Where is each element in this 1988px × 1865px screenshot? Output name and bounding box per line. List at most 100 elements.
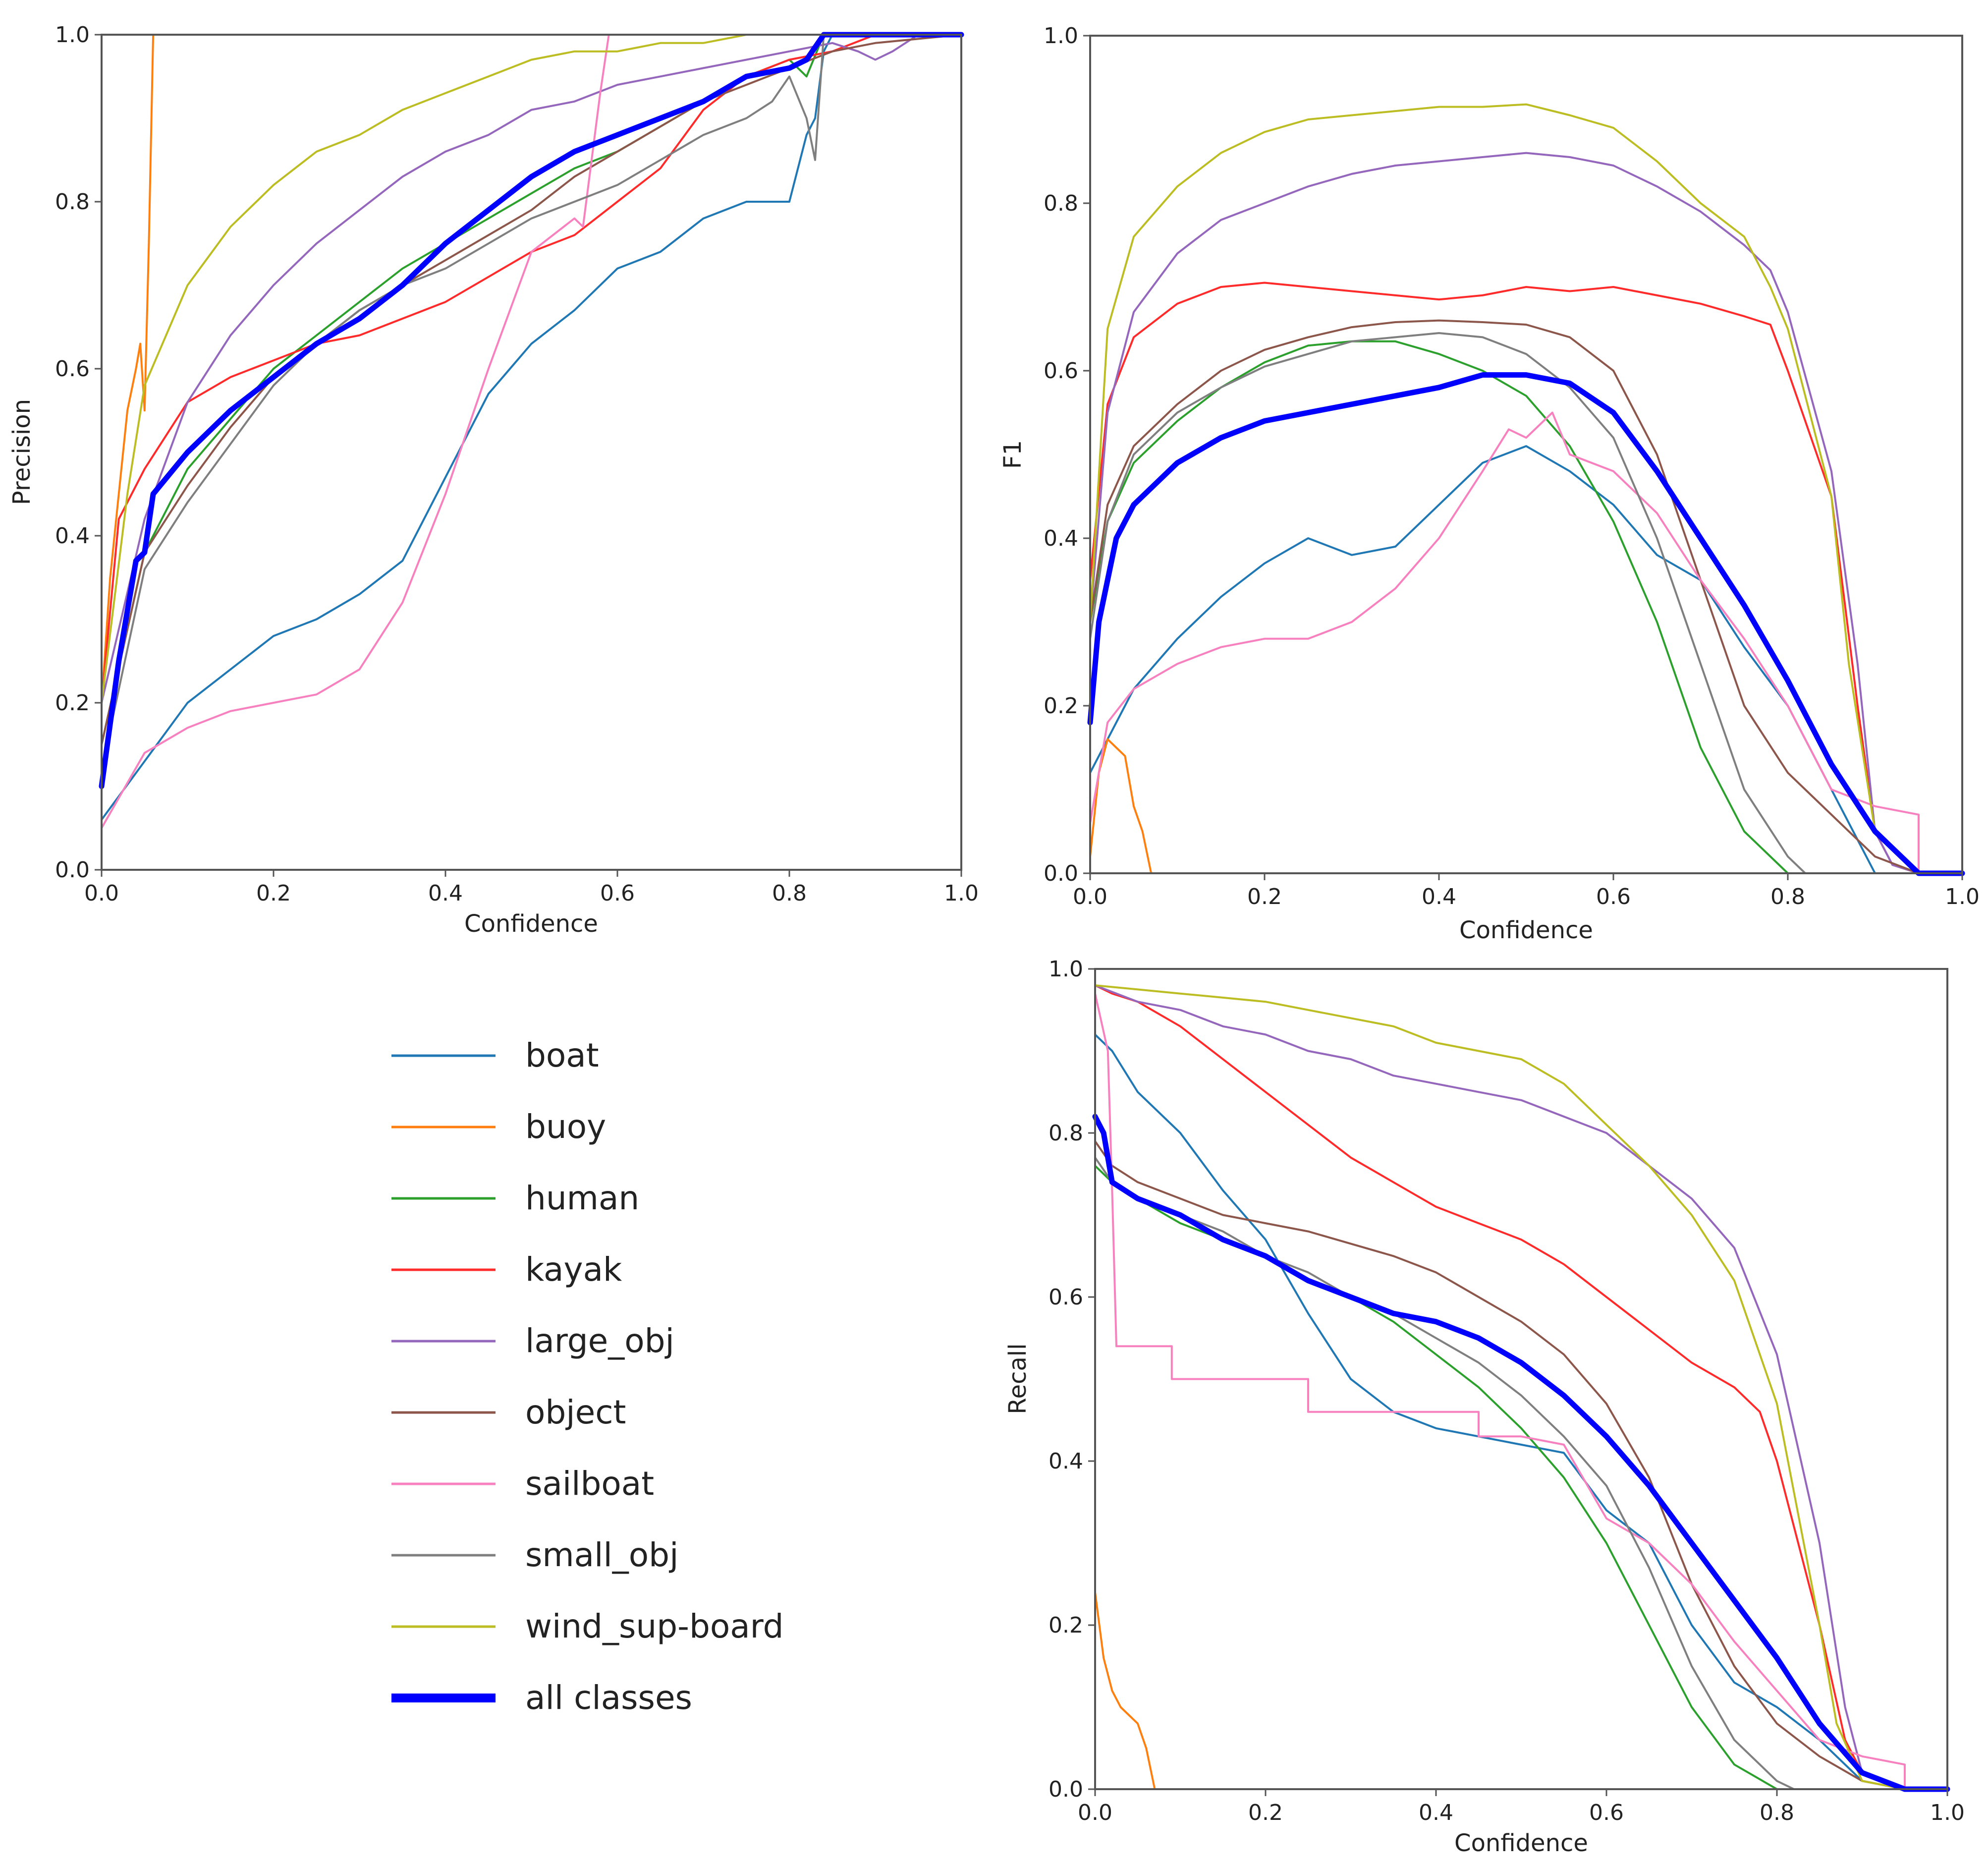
legend-item-wind-sup-board: wind_sup-board: [391, 1607, 784, 1645]
recall-x-tick-label: 0.2: [1248, 1800, 1283, 1825]
precision-series-kayak: [101, 34, 962, 704]
precision-chart: 0.0 0.2 0.4 0.6 0.8 1.0 0.0 0.2 0.4 0.6 0.8 1.0 Con…: [8, 22, 979, 938]
precision-y-tick-label: 1.0: [55, 22, 90, 48]
legend-item-boat: boat: [391, 1036, 599, 1074]
recall-series-human: [1094, 1165, 1948, 1790]
f1-x-tick-label: 0.0: [1073, 884, 1107, 909]
recall-y-tick-label: 0.0: [1049, 1777, 1083, 1802]
legend-item-object: object: [391, 1393, 626, 1431]
legend-label-large-obj: large_obj: [525, 1322, 674, 1360]
precision-y-tick-label: 0.0: [55, 857, 90, 883]
legend-label-sailboat: sailboat: [525, 1465, 654, 1503]
f1-series-small-obj: [1089, 332, 1963, 874]
precision-x-tick-label: 0.6: [600, 881, 635, 906]
precision-series-sailboat: [101, 34, 610, 829]
f1-series-large-obj: [1089, 152, 1963, 874]
precision-y-axis-label: Precision: [8, 399, 36, 505]
recall-y-axis-label: Recall: [1004, 1343, 1032, 1414]
recall-x-tick-label: 0.4: [1419, 1800, 1453, 1825]
recall-series-buoy: [1094, 1591, 1948, 1790]
precision-ticks-group: 0.0 0.2 0.4 0.6 0.8 1.0 0.0 0.2 0.4 0.6 0.8 1.0: [55, 22, 979, 906]
precision-y-tick-label: 0.4: [55, 523, 90, 549]
recall-series-large-obj: [1094, 984, 1948, 1790]
recall-series-group: [1092, 984, 1950, 1792]
legend-label-wind-sup-board: wind_sup-board: [525, 1607, 784, 1645]
recall-series-sailboat: [1094, 992, 1948, 1790]
recall-x-tick-label: 0.0: [1078, 1800, 1112, 1825]
f1-y-tick-label: 0.8: [1044, 191, 1078, 216]
precision-x-tick-label: 0.4: [428, 881, 463, 906]
f1-ticks-group: 0.0 0.2 0.4 0.6 0.8 1.0 0.0 0.2 0.4 0.6 0.8 1.0: [1044, 23, 1980, 909]
f1-y-axis-label: F1: [999, 440, 1027, 469]
legend-label-buoy: buoy: [525, 1108, 606, 1146]
recall-y-tick-label: 1.0: [1049, 957, 1083, 982]
f1-y-tick-label: 0.6: [1044, 358, 1078, 384]
f1-x-tick-label: 0.8: [1770, 884, 1805, 909]
precision-series-all-classes: [99, 32, 964, 789]
f1-series-group: [1087, 103, 1965, 876]
f1-series-wind-sup-board: [1089, 103, 1963, 874]
legend-label-object: object: [525, 1393, 626, 1431]
f1-x-tick-label: 0.6: [1596, 884, 1631, 909]
precision-x-tick-label: 0.0: [84, 881, 119, 906]
precision-x-tick-label: 0.8: [772, 881, 807, 906]
recall-x-tick-label: 1.0: [1930, 1800, 1965, 1825]
f1-y-tick-label: 0.2: [1044, 693, 1078, 719]
legend-item-large-obj: large_obj: [391, 1322, 674, 1360]
recall-y-tick-label: 0.6: [1049, 1285, 1083, 1310]
precision-y-tick-label: 0.6: [55, 356, 90, 382]
precision-series-group: [99, 32, 964, 829]
precision-series-wind-sup-board: [101, 34, 962, 704]
legend-item-all-classes: all classes: [391, 1679, 692, 1717]
f1-series-sailboat: [1089, 411, 1963, 874]
legend-item-buoy: buoy: [391, 1108, 606, 1146]
legend-label-human: human: [525, 1179, 639, 1217]
f1-series-all-classes: [1087, 372, 1965, 876]
f1-series-human: [1089, 340, 1963, 874]
recall-chart: 0.0 0.2 0.4 0.6 0.8 1.0 0.0 0.2 0.4 0.6 0.8 1.0 Con…: [1004, 957, 1965, 1857]
precision-x-tick-label: 0.2: [256, 881, 291, 906]
f1-chart: 0.0 0.2 0.4 0.6 0.8 1.0 0.0 0.2 0.4 0.6 0.8 1.0 Con…: [999, 23, 1980, 944]
f1-plot-frame: [1089, 35, 1963, 874]
recall-ticks-group: 0.0 0.2 0.4 0.6 0.8 1.0 0.0 0.2 0.4 0.6 0.8 1.0: [1049, 957, 1965, 1825]
f1-x-tick-label: 0.4: [1422, 884, 1456, 909]
legend-label-all-classes: all classes: [525, 1679, 692, 1717]
recall-series-wind-sup-board: [1094, 984, 1948, 1790]
f1-x-tick-label: 0.2: [1247, 884, 1282, 909]
recall-y-tick-label: 0.2: [1049, 1613, 1083, 1638]
recall-series-object: [1094, 1140, 1948, 1790]
legend-label-small-obj: small_obj: [525, 1536, 678, 1574]
f1-x-axis-label: Confidence: [1459, 916, 1593, 944]
recall-series-all-classes: [1092, 1114, 1950, 1792]
precision-plot-frame: [101, 34, 962, 871]
precision-series-boat: [101, 34, 962, 821]
legend-item-human: human: [391, 1179, 639, 1217]
f1-y-tick-label: 0.4: [1044, 526, 1078, 551]
f1-x-tick-label: 1.0: [1945, 884, 1980, 909]
recall-x-tick-label: 0.8: [1760, 1800, 1794, 1825]
precision-series-buoy: [101, 34, 155, 704]
f1-series-kayak: [1089, 282, 1963, 874]
legend-label-kayak: kayak: [525, 1250, 622, 1289]
recall-plot-frame: [1094, 968, 1948, 1790]
legend-item-kayak: kayak: [391, 1250, 622, 1289]
precision-series-large-obj: [101, 34, 962, 704]
precision-series-small-obj: [101, 34, 962, 771]
recall-y-tick-label: 0.4: [1049, 1449, 1083, 1474]
f1-y-tick-label: 1.0: [1044, 23, 1078, 49]
precision-x-axis-label: Confidence: [464, 910, 598, 938]
legend-item-sailboat: sailboat: [391, 1465, 654, 1503]
legend-label-boat: boat: [525, 1036, 599, 1074]
recall-x-tick-label: 0.6: [1589, 1800, 1624, 1825]
recall-series-boat: [1094, 1033, 1948, 1790]
recall-y-tick-label: 0.8: [1049, 1121, 1083, 1146]
recall-x-axis-label: Confidence: [1454, 1829, 1588, 1857]
precision-y-tick-label: 0.8: [55, 189, 90, 215]
precision-x-tick-label: 1.0: [944, 881, 979, 906]
f1-series-object: [1089, 319, 1963, 874]
legend-item-small-obj: small_obj: [391, 1536, 678, 1574]
precision-y-tick-label: 0.2: [55, 690, 90, 716]
f1-y-tick-label: 0.0: [1044, 861, 1078, 886]
